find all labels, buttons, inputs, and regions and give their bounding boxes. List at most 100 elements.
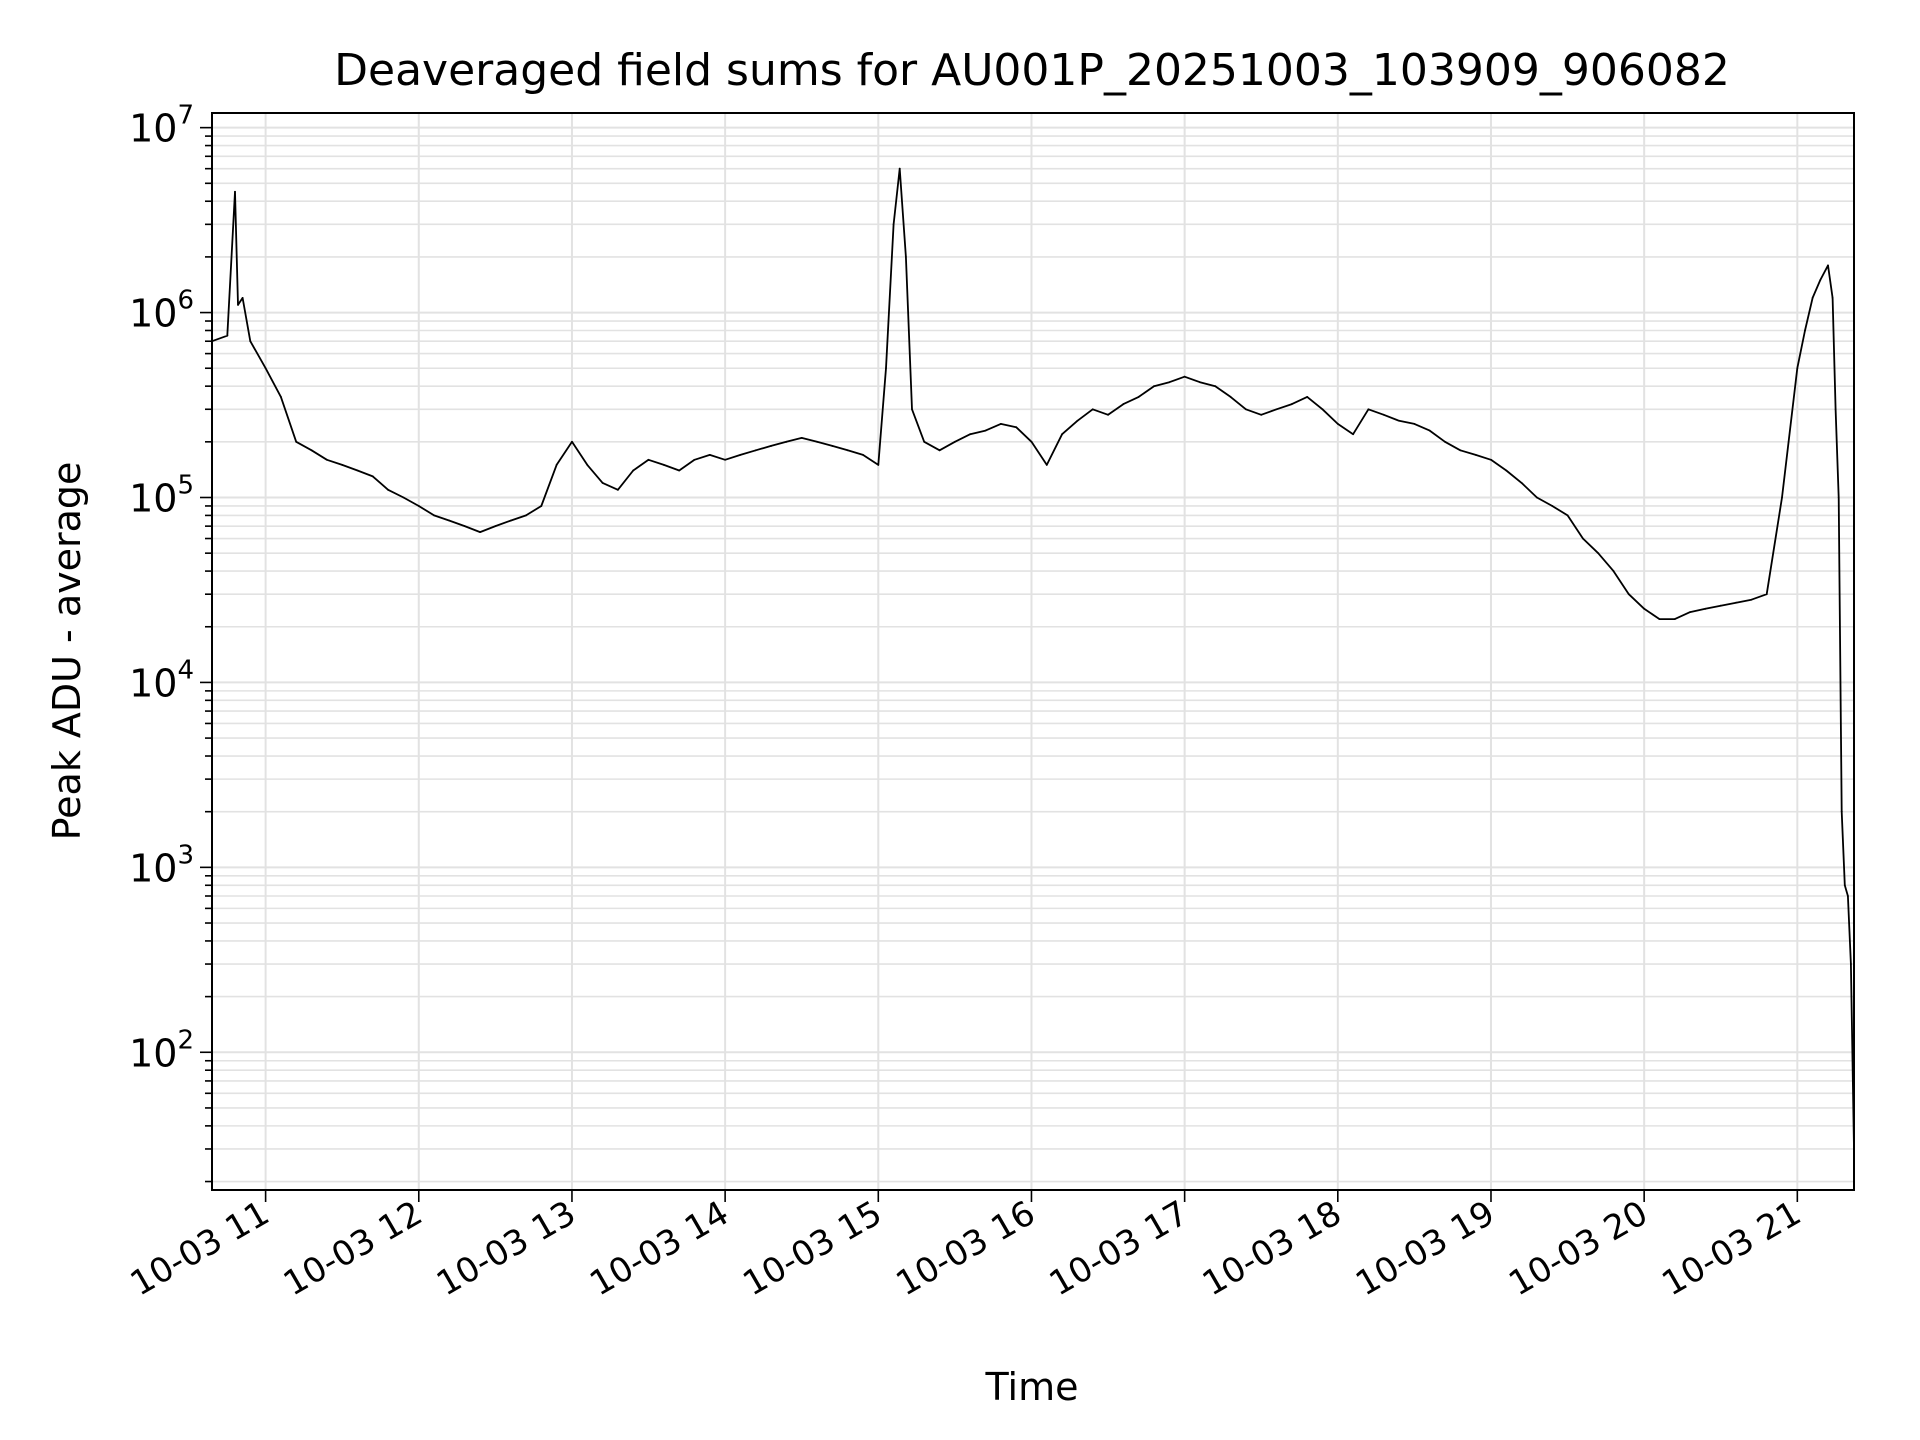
data-point [402, 496, 405, 499]
x-tick-label: 10-03 17 [1043, 1193, 1195, 1304]
data-point [1428, 429, 1431, 432]
data-point [1045, 464, 1048, 466]
data-point [1811, 297, 1814, 299]
data-point [356, 469, 359, 472]
data-point [1091, 408, 1094, 411]
data-point [938, 449, 941, 452]
data-point [898, 167, 901, 170]
data-point [831, 445, 834, 447]
data-point [1781, 496, 1783, 499]
x-tick-label: 10-03 14 [583, 1193, 735, 1304]
data-point [1321, 408, 1324, 411]
data-point [237, 304, 239, 306]
data-point [1015, 426, 1018, 429]
data-point [1819, 279, 1822, 281]
data-point [1199, 381, 1201, 384]
data-point [1137, 395, 1140, 398]
data-point [1837, 496, 1840, 499]
data-point [1398, 419, 1400, 422]
data-point [999, 423, 1002, 425]
data-point [1627, 593, 1630, 596]
x-tick-label: 10-03 16 [890, 1193, 1042, 1304]
data-point [911, 408, 913, 411]
data-point [885, 367, 887, 370]
data-point [632, 469, 635, 472]
data-point [1030, 440, 1033, 443]
data-point [1796, 367, 1799, 370]
data-point [1490, 458, 1492, 461]
data-point [1846, 895, 1849, 897]
data-point [662, 464, 665, 466]
data-point [1840, 810, 1843, 813]
y-axis-label: Peak ADU - average [45, 462, 89, 841]
data-point [1520, 481, 1523, 484]
data-point [647, 458, 650, 461]
data-point [617, 488, 619, 491]
series-line [211, 167, 1855, 1150]
data-point [1831, 297, 1834, 299]
data-point [1719, 604, 1722, 607]
x-tick-label: 10-03 21 [1655, 1193, 1807, 1304]
data-point [1689, 611, 1692, 614]
data-point [800, 437, 803, 439]
data-point [984, 429, 987, 432]
data-point [1804, 329, 1806, 332]
data-point [371, 475, 374, 478]
data-point [1834, 408, 1837, 411]
data-point [601, 481, 604, 484]
data-point [754, 449, 757, 452]
plot-frame [211, 112, 1855, 1191]
data-point [1673, 618, 1676, 621]
data-point [1474, 453, 1477, 456]
data-point [525, 514, 527, 517]
x-tick-label: 10-03 11 [124, 1193, 276, 1304]
data-point [1843, 884, 1846, 887]
data-point [555, 464, 558, 466]
data-point [1352, 433, 1355, 436]
grid [212, 113, 1854, 1190]
data-point [1658, 618, 1661, 621]
data-point [417, 505, 420, 507]
data-point [1827, 264, 1829, 267]
data-point [509, 519, 512, 522]
data-point [785, 440, 788, 443]
data-point [433, 514, 435, 517]
data-point [770, 445, 772, 447]
data-point [1735, 601, 1737, 604]
x-tick-label: 10-03 20 [1502, 1193, 1654, 1304]
x-tick-label: 10-03 12 [277, 1193, 429, 1304]
data-point [1850, 963, 1852, 965]
y-tick-label: 103 [129, 840, 194, 890]
data-point [341, 464, 344, 466]
data-point [1505, 469, 1508, 472]
data-point [1229, 395, 1232, 398]
data-point [1704, 607, 1707, 610]
data-point [969, 433, 972, 436]
data-point [904, 256, 907, 258]
data-point [586, 464, 589, 466]
data-point [463, 525, 466, 528]
data-point [1643, 607, 1646, 610]
data-point [1367, 408, 1370, 411]
data-point [708, 453, 711, 456]
data-point [1107, 413, 1109, 416]
data-point [724, 458, 727, 461]
x-tick-label: 10-03 15 [736, 1193, 888, 1304]
data-point [1382, 413, 1385, 416]
data-point [280, 395, 282, 398]
data-point [1245, 408, 1247, 411]
data-point [1581, 537, 1584, 540]
y-tick-label: 104 [129, 655, 194, 705]
y-tick-label: 107 [129, 101, 194, 151]
data-point [249, 340, 252, 343]
y-tick-label: 106 [129, 286, 194, 336]
data-point [1168, 381, 1171, 384]
data-point [1459, 449, 1462, 452]
x-tick-label: 10-03 19 [1349, 1193, 1501, 1304]
data-point [310, 449, 313, 452]
data-point [1597, 552, 1600, 555]
data-point [1260, 413, 1263, 416]
data-point [1444, 440, 1446, 443]
data-point [816, 440, 818, 443]
